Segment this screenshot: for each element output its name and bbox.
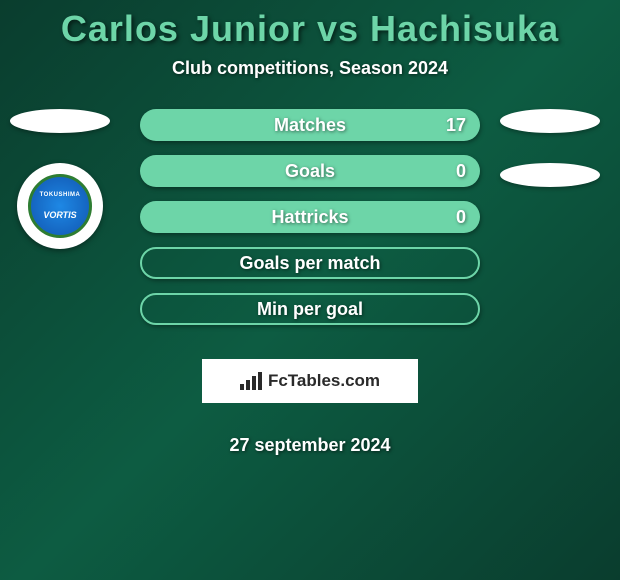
stat-row-hattricks: Hattricks 0 xyxy=(140,201,480,233)
left-player-column: TOKUSHIMA VORTIS xyxy=(10,109,110,249)
stat-label: Matches xyxy=(274,115,346,136)
stats-list: Matches 17 Goals 0 Hattricks 0 Goals per… xyxy=(140,109,480,456)
stat-row-goals-per-match: Goals per match xyxy=(140,247,480,279)
page-title: Carlos Junior vs Hachisuka xyxy=(61,8,559,50)
stat-row-goals: Goals 0 xyxy=(140,155,480,187)
stat-label: Hattricks xyxy=(271,207,348,228)
player-placeholder-icon xyxy=(500,163,600,187)
bar-chart-icon xyxy=(240,372,262,390)
stat-value: 0 xyxy=(456,161,466,182)
attribution-text: FcTables.com xyxy=(268,371,380,391)
stat-value: 0 xyxy=(456,207,466,228)
stat-row-min-per-goal: Min per goal xyxy=(140,293,480,325)
stat-label: Min per goal xyxy=(257,299,363,320)
date-text: 27 september 2024 xyxy=(229,435,390,456)
stat-value: 17 xyxy=(446,115,466,136)
right-player-column xyxy=(500,109,600,187)
page-subtitle: Club competitions, Season 2024 xyxy=(172,58,448,79)
club-logo-inner: TOKUSHIMA VORTIS xyxy=(28,174,92,238)
attribution-box: FcTables.com xyxy=(202,359,418,403)
stats-area: TOKUSHIMA VORTIS Matches 17 Goals 0 Hatt… xyxy=(0,109,620,456)
stat-row-matches: Matches 17 xyxy=(140,109,480,141)
club-logo-main-text: VORTIS xyxy=(43,210,76,220)
club-logo-top-text: TOKUSHIMA xyxy=(40,192,81,198)
stat-label: Goals xyxy=(285,161,335,182)
stat-label: Goals per match xyxy=(239,253,380,274)
player-placeholder-icon xyxy=(500,109,600,133)
club-logo: TOKUSHIMA VORTIS xyxy=(17,163,103,249)
player-placeholder-icon xyxy=(10,109,110,133)
